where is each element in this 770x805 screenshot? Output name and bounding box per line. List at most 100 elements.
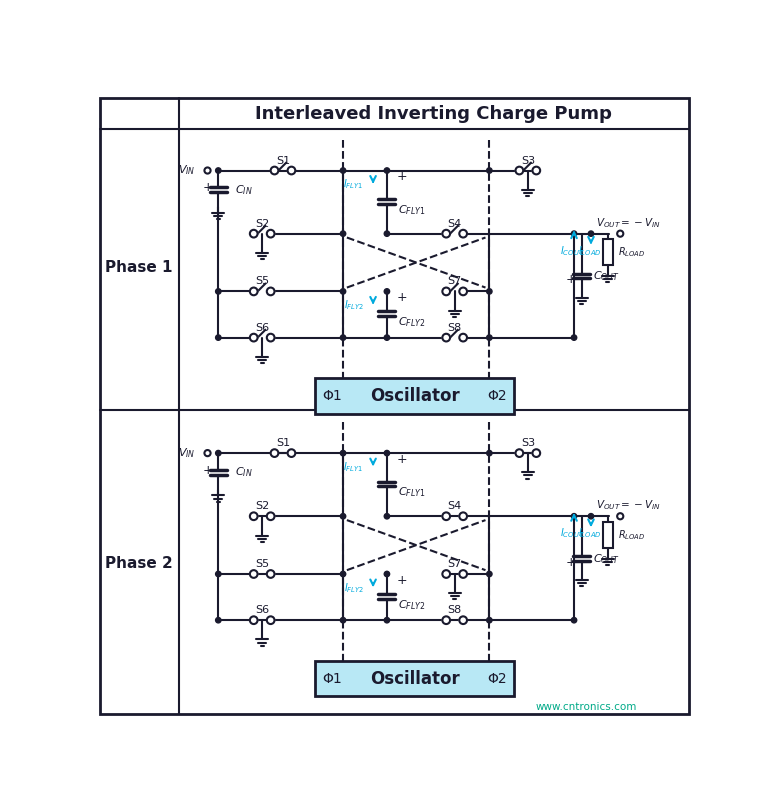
Circle shape xyxy=(249,513,257,520)
Circle shape xyxy=(340,231,346,237)
Text: S8: S8 xyxy=(447,605,462,615)
Text: $C_{IN}$: $C_{IN}$ xyxy=(236,465,253,479)
Circle shape xyxy=(384,231,390,237)
Text: www.cntronics.com: www.cntronics.com xyxy=(536,702,638,712)
Circle shape xyxy=(340,572,346,576)
Text: S5: S5 xyxy=(255,559,270,569)
Circle shape xyxy=(266,570,274,578)
Circle shape xyxy=(216,289,221,294)
Circle shape xyxy=(442,570,450,578)
Circle shape xyxy=(271,449,279,457)
Circle shape xyxy=(216,572,221,576)
Circle shape xyxy=(571,617,577,623)
Text: Φ2: Φ2 xyxy=(487,389,507,403)
Circle shape xyxy=(249,287,257,295)
Circle shape xyxy=(204,450,211,456)
Circle shape xyxy=(588,231,594,237)
Circle shape xyxy=(487,335,492,341)
Circle shape xyxy=(266,513,274,520)
Circle shape xyxy=(442,229,450,237)
Circle shape xyxy=(384,617,390,623)
Circle shape xyxy=(487,167,492,173)
Text: +: + xyxy=(203,181,213,194)
Circle shape xyxy=(487,451,492,456)
Circle shape xyxy=(340,335,346,341)
Text: $I_{LOAD}$: $I_{LOAD}$ xyxy=(578,526,601,540)
Text: S3: S3 xyxy=(521,438,535,448)
Circle shape xyxy=(384,514,390,519)
Circle shape xyxy=(384,167,390,173)
Circle shape xyxy=(487,289,492,294)
Circle shape xyxy=(266,617,274,624)
Circle shape xyxy=(442,334,450,341)
Text: $I_{FLY2}$: $I_{FLY2}$ xyxy=(343,299,363,312)
FancyBboxPatch shape xyxy=(316,378,514,414)
Circle shape xyxy=(249,334,257,341)
Text: Phase 1: Phase 1 xyxy=(105,260,172,275)
Text: S3: S3 xyxy=(521,155,535,166)
Circle shape xyxy=(571,514,577,519)
Circle shape xyxy=(340,617,346,623)
Text: $I_{COUT}$: $I_{COUT}$ xyxy=(561,526,584,540)
Bar xyxy=(603,239,614,265)
Text: S2: S2 xyxy=(255,502,270,511)
Text: $I_{FLY2}$: $I_{FLY2}$ xyxy=(343,581,363,595)
Text: S2: S2 xyxy=(255,219,270,229)
Circle shape xyxy=(287,167,296,175)
Text: +: + xyxy=(397,574,407,587)
Text: $C_{OUT}$: $C_{OUT}$ xyxy=(594,551,620,565)
Bar xyxy=(603,522,614,547)
Text: $C_{FLY2}$: $C_{FLY2}$ xyxy=(397,316,425,329)
Circle shape xyxy=(384,335,390,341)
Circle shape xyxy=(459,570,467,578)
Text: $I_{FLY1}$: $I_{FLY1}$ xyxy=(343,460,363,474)
Circle shape xyxy=(618,513,624,519)
Text: $C_{IN}$: $C_{IN}$ xyxy=(236,183,253,196)
Circle shape xyxy=(216,451,221,456)
Text: $C_{FLY1}$: $C_{FLY1}$ xyxy=(397,485,425,499)
Text: S4: S4 xyxy=(447,219,462,229)
Circle shape xyxy=(487,572,492,576)
Text: $C_{OUT}$: $C_{OUT}$ xyxy=(594,269,620,283)
Text: Oscillator: Oscillator xyxy=(370,387,460,405)
Text: S7: S7 xyxy=(447,276,462,287)
Circle shape xyxy=(204,167,211,174)
Circle shape xyxy=(384,451,390,456)
Text: $R_{LOAD}$: $R_{LOAD}$ xyxy=(618,528,645,542)
Text: Oscillator: Oscillator xyxy=(370,670,460,687)
Text: +: + xyxy=(566,274,576,287)
Circle shape xyxy=(249,570,257,578)
Circle shape xyxy=(340,167,346,173)
Text: $V_{IN}$: $V_{IN}$ xyxy=(178,163,195,177)
Circle shape xyxy=(266,287,274,295)
Text: $I_{COUT}$: $I_{COUT}$ xyxy=(561,244,584,258)
Circle shape xyxy=(618,230,624,237)
Text: Phase 2: Phase 2 xyxy=(105,556,172,572)
Circle shape xyxy=(249,617,257,624)
Text: $V_{OUT}=-V_{IN}$: $V_{OUT}=-V_{IN}$ xyxy=(596,216,661,229)
Circle shape xyxy=(571,335,577,341)
Circle shape xyxy=(249,229,257,237)
Text: $C_{FLY2}$: $C_{FLY2}$ xyxy=(397,598,425,612)
Circle shape xyxy=(216,335,221,341)
Circle shape xyxy=(459,334,467,341)
Text: +: + xyxy=(566,556,576,569)
Text: S4: S4 xyxy=(447,502,462,511)
Circle shape xyxy=(532,167,541,175)
Text: S5: S5 xyxy=(255,276,270,287)
Circle shape xyxy=(266,229,274,237)
FancyBboxPatch shape xyxy=(316,661,514,696)
Circle shape xyxy=(459,617,467,624)
Circle shape xyxy=(532,449,541,457)
Circle shape xyxy=(459,229,467,237)
Text: S1: S1 xyxy=(276,438,290,448)
Text: $I_{FLY1}$: $I_{FLY1}$ xyxy=(343,177,363,192)
Circle shape xyxy=(571,231,577,237)
Text: S8: S8 xyxy=(447,323,462,332)
Circle shape xyxy=(340,289,346,294)
Circle shape xyxy=(459,513,467,520)
Text: $R_{LOAD}$: $R_{LOAD}$ xyxy=(618,246,645,259)
Text: S7: S7 xyxy=(447,559,462,569)
Text: $I_{LOAD}$: $I_{LOAD}$ xyxy=(578,244,601,258)
Circle shape xyxy=(266,334,274,341)
